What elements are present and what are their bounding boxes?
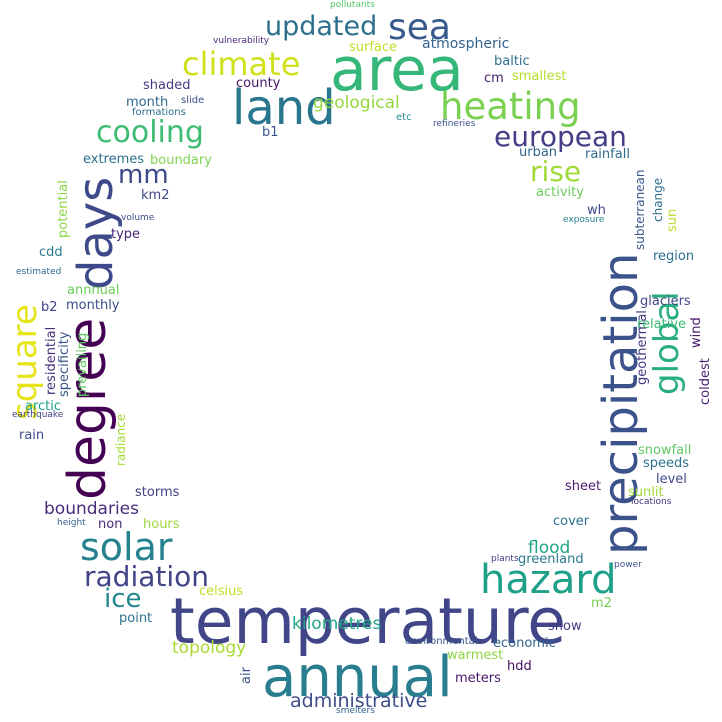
word-annual: annual: [262, 645, 453, 710]
word-point: point: [119, 611, 153, 626]
word-baltic: baltic: [494, 54, 530, 69]
word-exposure: exposure: [563, 215, 605, 225]
word-rainfall: rainfall: [585, 147, 630, 162]
word-kilometres: kilometres: [292, 614, 382, 634]
word-monthly: monthly: [66, 298, 120, 313]
word-county: county: [236, 76, 281, 91]
word-region: region: [653, 249, 695, 264]
word-change: change: [651, 177, 665, 222]
word-plants: plants: [491, 554, 519, 564]
word-potential: potential: [56, 180, 71, 238]
word-radiance: radiance: [114, 413, 128, 466]
word-month: month: [126, 95, 169, 110]
word-urban: urban: [519, 145, 558, 160]
word-prevailing: prevailing: [75, 332, 90, 397]
word-height: height: [57, 518, 86, 528]
word-etc: etc: [396, 112, 412, 123]
word-volume: volume: [121, 213, 155, 223]
word-level: level: [656, 472, 687, 487]
word-sheet: sheet: [565, 479, 602, 494]
word-slide: slide: [181, 95, 205, 106]
word-storms: storms: [135, 485, 180, 500]
word-glaciers: glaciers: [640, 294, 691, 309]
word-environmental: environmental: [405, 636, 478, 647]
word-snow: snow: [548, 619, 582, 634]
word-boundaries: boundaries: [44, 499, 139, 519]
word-coldest: coldest: [698, 358, 713, 405]
word-mm: mm: [118, 160, 169, 190]
word-snowfall: snowfall: [638, 443, 692, 458]
word-radiation: radiation: [84, 560, 210, 593]
word-precipitation: precipitation: [593, 252, 649, 555]
word-area: area: [330, 35, 464, 105]
word-boundary: boundary: [150, 153, 212, 168]
word-celsius: celsius: [199, 584, 244, 599]
word-smallest: smallest: [512, 69, 567, 84]
word-arctic: arctic: [25, 399, 62, 414]
word-earthquake: earthquake: [12, 410, 64, 420]
word-b2: b2: [41, 300, 58, 315]
word-activity: activity: [536, 185, 584, 200]
word-locations: locations: [631, 497, 672, 507]
word-cm: cm: [484, 71, 504, 86]
word-atmospheric: atmospheric: [422, 36, 510, 52]
word-hours: hours: [143, 517, 180, 532]
word-economic: economic: [493, 636, 556, 651]
word-cover: cover: [553, 514, 590, 529]
word-shaded: shaded: [143, 78, 191, 93]
word-flood: flood: [528, 538, 571, 558]
word-surface: surface: [349, 40, 398, 55]
word-climate: climate: [182, 45, 301, 83]
word-cooling: cooling: [96, 115, 204, 150]
word-administrative: administrative: [290, 690, 428, 712]
word-annnual: annnual: [67, 283, 120, 298]
word-sun: sun: [665, 208, 680, 232]
word-heating: heating: [440, 85, 581, 128]
word-solar: solar: [80, 525, 173, 569]
word-temperature: temperature: [170, 585, 566, 658]
word-meters: meters: [455, 671, 501, 686]
word-hdd: hdd: [507, 659, 532, 674]
word-sea: sea: [388, 7, 451, 48]
word-topology: topology: [172, 638, 247, 658]
word-speeds: speeds: [643, 456, 690, 471]
word-ice: ice: [104, 584, 142, 614]
word-type: type: [111, 227, 141, 242]
word-geological: geological: [313, 93, 400, 113]
word-extremes: extremes: [83, 152, 145, 167]
word-vulnerability: vulnerability: [213, 36, 270, 46]
word-smelters: smelters: [336, 706, 375, 716]
word-m2: m2: [591, 596, 612, 611]
word-km2: km2: [141, 188, 170, 203]
word-european: european: [494, 120, 627, 153]
word-greenland: greenland: [518, 552, 584, 567]
word-hazard: hazard: [480, 557, 617, 603]
word-sunlit: sunlit: [628, 485, 664, 500]
word-subterranean: subterranean: [633, 169, 647, 250]
word-estimated: estimated: [16, 267, 62, 277]
word-power: power: [614, 560, 642, 570]
word-updated: updated: [265, 11, 378, 42]
word-b1: b1: [262, 125, 279, 140]
word-pollutants: pollutants: [330, 0, 375, 10]
word-refineries: refineries: [433, 119, 476, 129]
word-specificity: specificity: [57, 331, 72, 397]
word-land: land: [232, 80, 336, 136]
word-wind: wind: [689, 317, 704, 348]
word-rise: rise: [530, 155, 582, 188]
word-formations: formations: [132, 107, 186, 118]
word-relative: relative: [637, 317, 687, 332]
word-air: air: [239, 667, 254, 684]
word-cdd: cdd: [39, 245, 63, 260]
word-non: non: [98, 517, 123, 532]
word-wh: wh: [587, 203, 606, 218]
word-warmest: warmest: [447, 648, 504, 663]
word-rain: rain: [19, 428, 45, 443]
